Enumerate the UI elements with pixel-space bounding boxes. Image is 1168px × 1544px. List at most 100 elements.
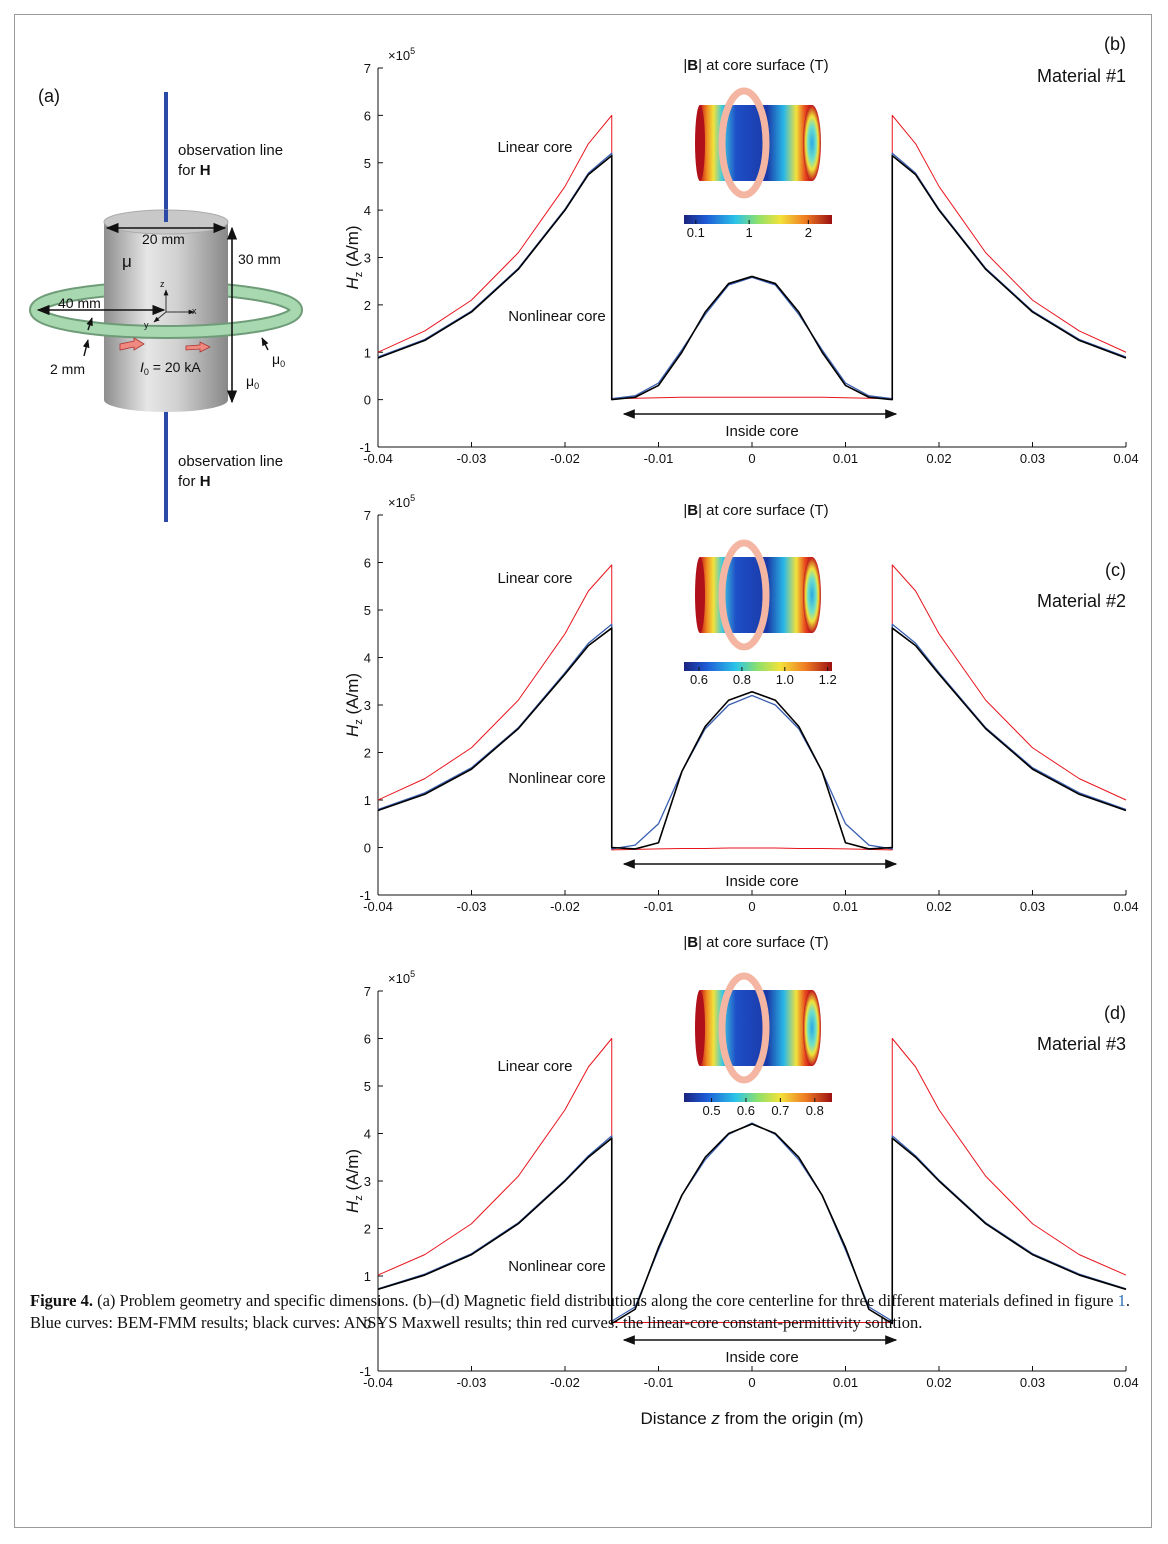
figure-ref[interactable]: 1 [1117,1291,1126,1310]
y-tick-label: 2 [364,746,371,761]
colorbar-tick-label: 1 [746,225,753,240]
y-tick-label: 6 [364,108,371,123]
text: H [343,277,362,290]
x-tick-label: 0 [748,1375,755,1390]
observation-label: observation line [178,453,283,470]
y-tick-label: 1 [364,345,371,360]
x-tick-label: -0.02 [550,451,580,466]
dimension-label: 30 mm [238,251,281,267]
x-tick-label: -0.03 [457,899,487,914]
colorbar-tick-label: 1.0 [776,672,794,687]
y-tick-label: 3 [364,1174,371,1189]
annotation: Inside core [725,873,798,890]
colorbar-tick-label: 0.8 [733,672,751,687]
x-tick-label: -0.01 [644,899,674,914]
text: μ [246,373,254,389]
y-tick-label: 0 [364,841,371,856]
y-tick-label: 7 [364,984,371,999]
core-mu: μ [122,252,132,271]
text: from the origin (m) [720,1409,864,1428]
inset-cylinder [700,105,812,181]
text: 0 [280,359,285,369]
x-tick-label: -0.04 [363,899,393,914]
series-line [377,564,1127,851]
colorbar-tick-label: 0.1 [687,225,705,240]
core-cylinder [104,222,228,412]
colorbar-tick-label: 2 [805,225,812,240]
text: z [353,272,365,278]
material-label: Material #1 [1037,66,1126,86]
chart: -1 0 1 2 3 4 5 6 7 -0.04 -0.03 -0.02 -0.01 0 0.01 0.02 0… [343,34,1139,466]
x-tick-label: 0.03 [1020,451,1045,466]
text: 0 [254,381,259,391]
inset-cylinder-cap [695,105,705,181]
observation-label: for H [178,162,211,179]
x-tick-label: 0.04 [1113,899,1138,914]
text: ×10 [388,48,410,63]
x-tick-label: 0.04 [1113,1375,1138,1390]
x-tick-label: -0.03 [457,1375,487,1390]
y-tick-label: 5 [364,603,371,618]
text: B [687,57,698,74]
colorbar-tick-label: 0.5 [702,1103,720,1118]
chart: -1 0 1 2 3 4 5 6 7 -0.04 -0.03 -0.02 -0.01 0 0.01 0.02 0… [343,934,1139,1428]
colorbar-tick-label: 0.6 [737,1103,755,1118]
dimension-label: 2 mm [50,361,85,377]
pointer [82,339,90,357]
inset-title: |B| at core surface (T) [683,57,828,74]
y-tick-label: 4 [364,651,371,666]
panel-label: (c) [1105,560,1126,580]
dimension-label: 40 mm [58,295,101,311]
y-tick-label: 4 [364,203,371,218]
dimension-label: 20 mm [142,231,185,247]
y-tick-label: 1 [364,1269,371,1284]
text: 5 [410,493,415,503]
colorbar [684,662,832,671]
material-label: Material #2 [1037,591,1126,611]
observation-label: observation line [178,142,283,159]
x-tick-label: -0.04 [363,451,393,466]
text: ×10 [388,971,410,986]
text: (A/m) [343,673,362,719]
inset-cylinder-cap [803,557,821,633]
y-axis-label: Hz (A/m) [343,225,365,289]
text: | [683,502,687,519]
y-tick-label: 4 [364,1127,371,1142]
annotation: Nonlinear core [508,308,606,325]
inset-cylinder [700,557,812,633]
text: H [343,1200,362,1213]
text: μ [272,351,280,367]
text: (A/m) [343,225,362,271]
inset-cylinder-cap [803,105,821,181]
x-tick-label: -0.01 [644,1375,674,1390]
inset-title: |B| at core surface (T) [683,934,828,951]
figure-frame [14,14,1152,1528]
mu-label: μ0 [272,351,285,369]
x-tick-label: 0.02 [926,899,951,914]
inset-title: |B| at core surface (T) [683,502,828,519]
x-tick-label: -0.04 [363,1375,393,1390]
text: B [687,502,698,519]
inset-cylinder-cap [695,990,705,1066]
y-tick-label: -1 [359,440,371,455]
x-tick-label: 0.02 [926,451,951,466]
x-tick-label: -0.03 [457,451,487,466]
current-label: I0 = 20 kA [140,359,201,377]
colorbar-tick-label: 1.2 [819,672,837,687]
geometry-diagram: (a) z x y observation line for H observa… [29,86,303,522]
series-line [377,1123,1127,1325]
x-tick-label: 0.03 [1020,1375,1045,1390]
y-axis-label: Hz (A/m) [343,1149,365,1213]
series-line [377,114,1127,400]
y-axis-label: Hz (A/m) [343,673,365,737]
text: H [343,724,362,737]
current-arrow [185,341,211,353]
y-tick-label: 7 [364,61,371,76]
observation-label: for H [178,473,211,490]
mu-label: μ0 [246,373,259,391]
x-tick-label: 0.01 [833,451,858,466]
annotation: Linear core [497,139,572,156]
x-tick-label: 0 [748,899,755,914]
caption-text: . Blue curves: BEM-FMM results; black cu… [30,1291,1130,1332]
